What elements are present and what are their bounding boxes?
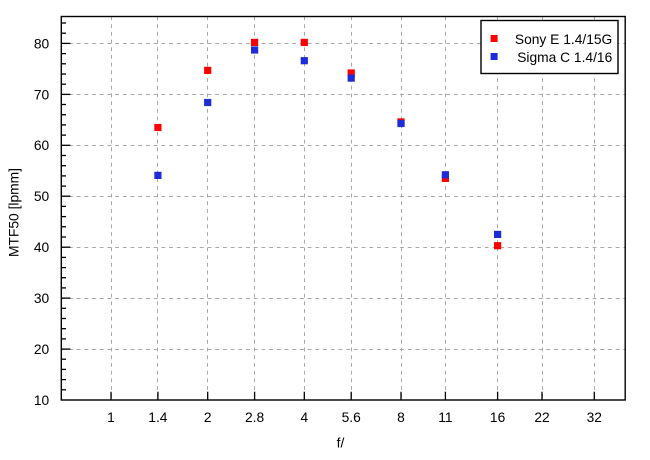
svg-text:16: 16	[490, 410, 506, 425]
svg-text:1: 1	[107, 410, 115, 425]
svg-text:10: 10	[34, 393, 50, 408]
svg-text:20: 20	[34, 342, 50, 357]
svg-text:2.8: 2.8	[245, 410, 265, 425]
svg-text:30: 30	[34, 291, 50, 306]
svg-text:22: 22	[534, 410, 549, 425]
svg-text:1.4: 1.4	[148, 410, 168, 425]
svg-text:Sigma C 1.4/16: Sigma C 1.4/16	[517, 50, 612, 65]
svg-text:50: 50	[34, 189, 50, 204]
svg-text:40: 40	[34, 240, 50, 255]
svg-text:MTF50 [lpmm]: MTF50 [lpmm]	[7, 168, 22, 257]
svg-text:60: 60	[34, 138, 50, 153]
svg-text:4: 4	[300, 410, 308, 425]
svg-text:f/: f/	[337, 435, 345, 450]
svg-text:32: 32	[587, 410, 602, 425]
svg-text:70: 70	[34, 87, 50, 102]
svg-text:Sony E 1.4/15G: Sony E 1.4/15G	[515, 32, 612, 47]
svg-text:11: 11	[438, 410, 452, 425]
svg-text:80: 80	[34, 36, 50, 51]
svg-text:2: 2	[204, 410, 212, 425]
svg-text:5.6: 5.6	[342, 410, 362, 425]
svg-text:8: 8	[397, 410, 405, 425]
